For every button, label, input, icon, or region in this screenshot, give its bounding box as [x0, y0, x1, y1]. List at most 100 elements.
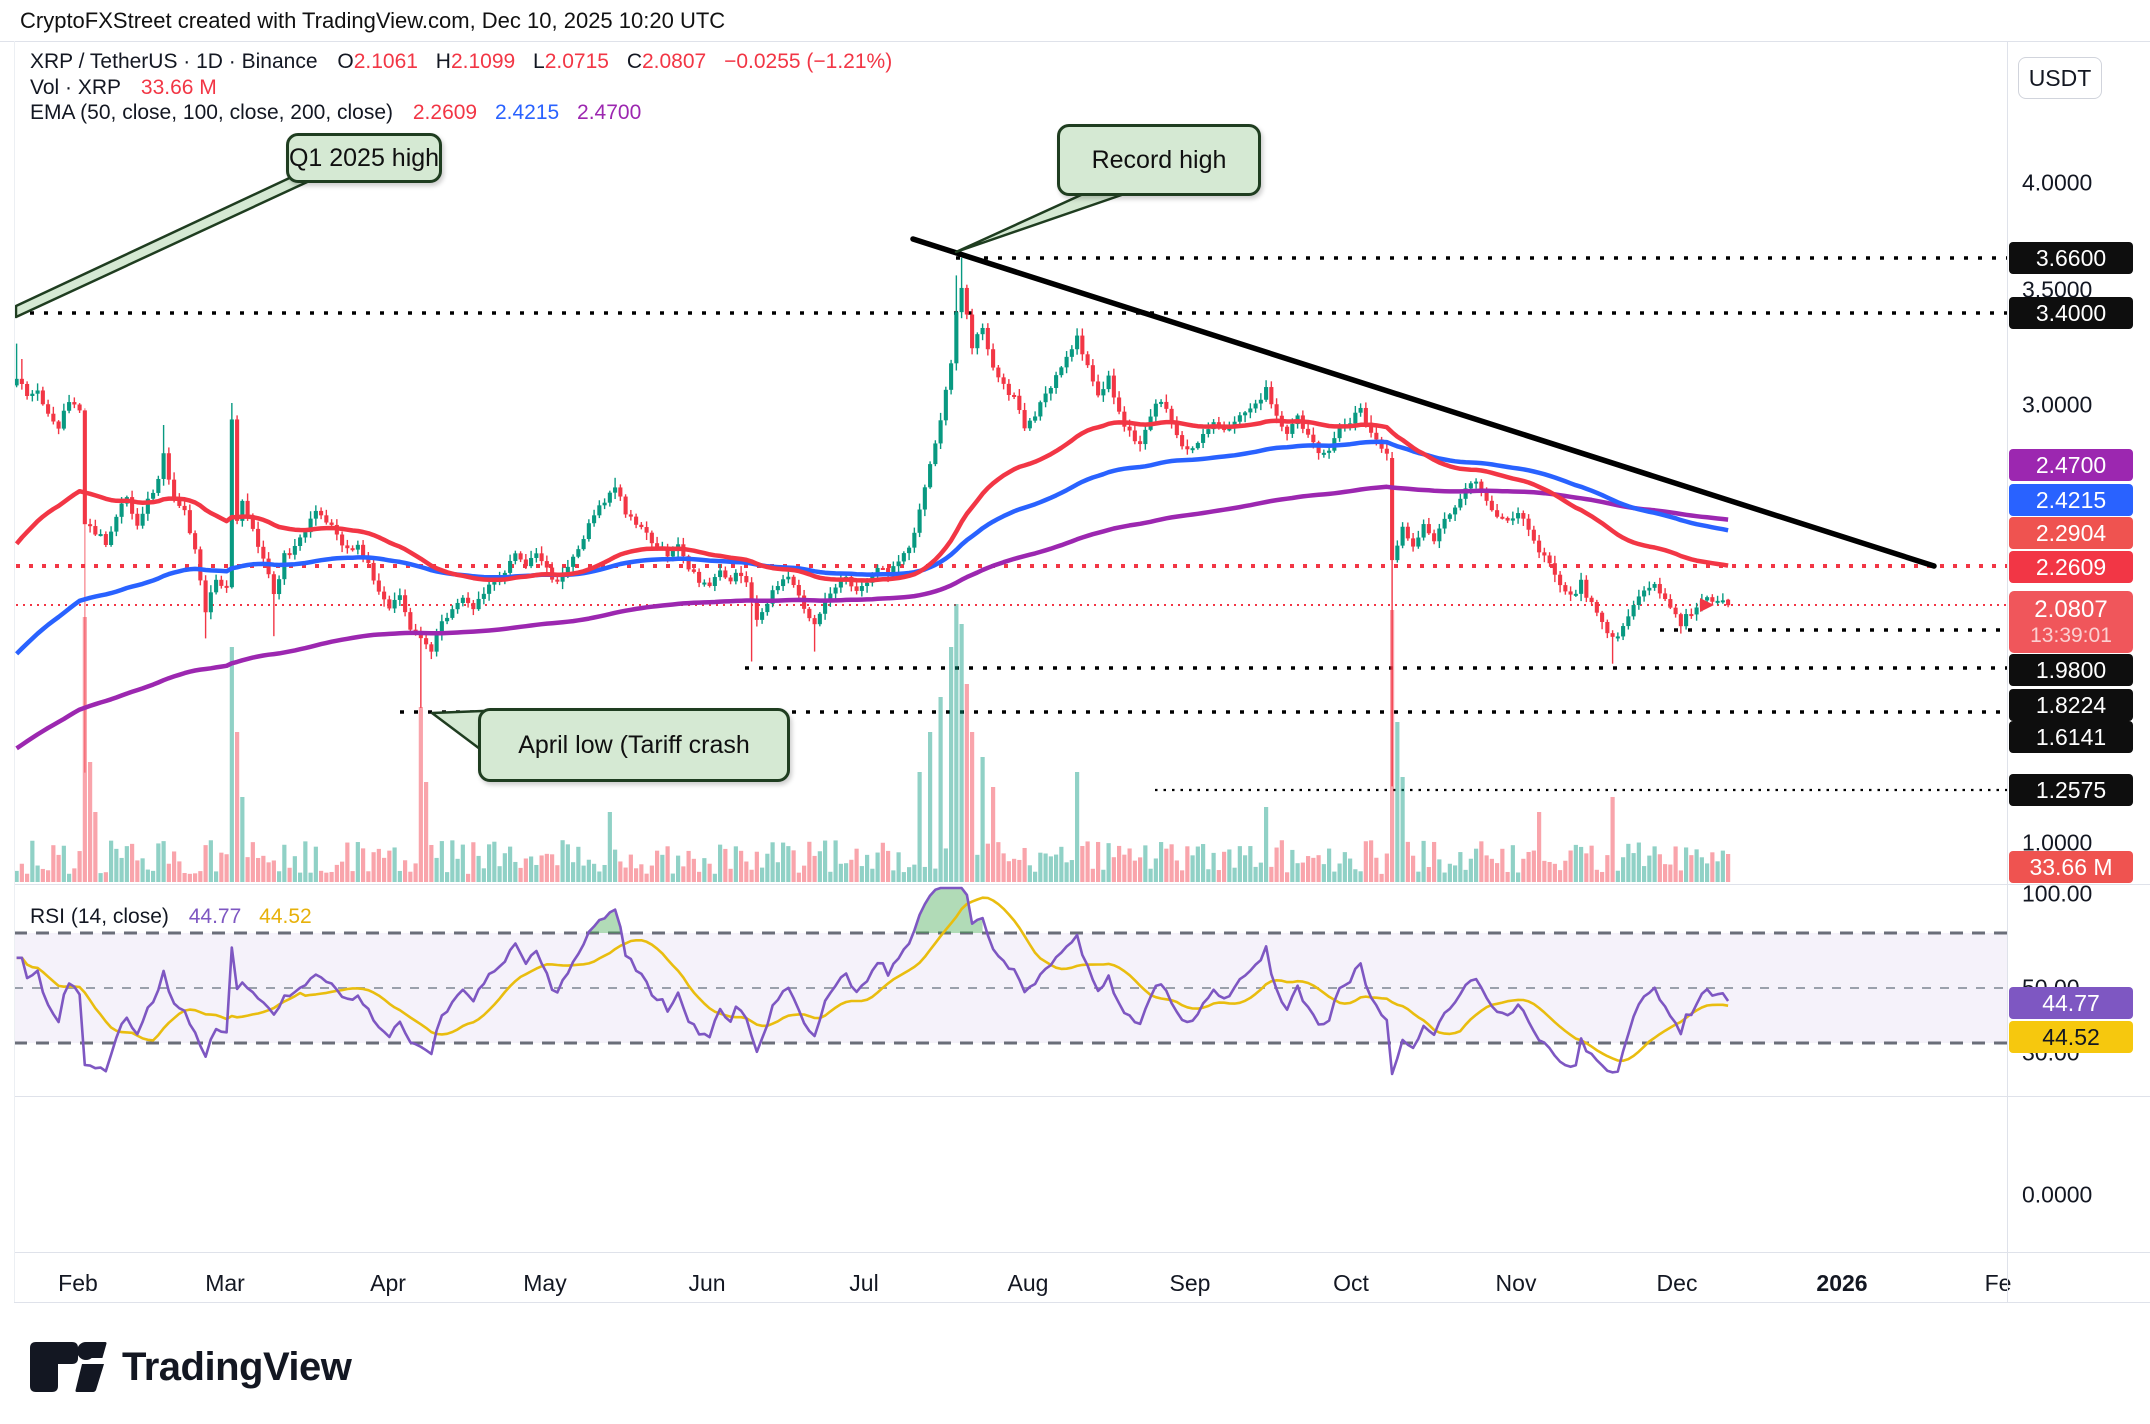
candle-body	[1516, 513, 1521, 519]
candle-body	[1416, 537, 1421, 547]
volume-bar	[1384, 853, 1389, 882]
tradingview-logo[interactable]: TradingView	[28, 1340, 352, 1394]
candle-body	[1657, 584, 1662, 594]
volume-bar	[529, 856, 534, 882]
volume-bar	[1363, 841, 1368, 882]
candle-body	[1395, 545, 1400, 561]
symbol-title: XRP / TetherUS · 1D · Binance	[30, 50, 318, 73]
candle-body	[1689, 614, 1694, 617]
volume-label: Vol · XRP	[30, 76, 122, 99]
candle-body	[130, 497, 135, 514]
volume-bar	[518, 867, 523, 882]
currency-toggle-button[interactable]: USDT	[2018, 57, 2102, 99]
candle-body	[1353, 412, 1358, 424]
volume-bar	[712, 873, 717, 882]
volume-bar	[250, 842, 255, 882]
candle-body	[261, 546, 266, 559]
volume-bar	[439, 841, 444, 882]
candle-body	[287, 553, 292, 556]
candle-body	[970, 314, 975, 349]
candle-body	[723, 570, 728, 578]
volume-bar	[775, 862, 780, 882]
axis-badge-2.2904: 2.2904	[2009, 517, 2133, 549]
volume-bar	[140, 858, 145, 882]
volume-bar	[287, 867, 292, 882]
candle-body	[1400, 526, 1405, 546]
descending-trendline[interactable]	[910, 236, 1937, 569]
candle-body	[534, 553, 539, 558]
volume-bar	[1132, 860, 1137, 882]
candle-body	[1421, 524, 1426, 538]
volume-bar	[77, 851, 82, 882]
candle-body	[1122, 411, 1127, 427]
candle-body	[40, 390, 45, 405]
candle-body	[539, 553, 544, 562]
candle-body	[1327, 450, 1332, 453]
volume-bar	[1300, 862, 1305, 882]
volume-bar	[35, 865, 40, 882]
candle-body	[1169, 408, 1174, 424]
chart-top-border	[0, 41, 2150, 42]
low-value: 2.0715	[544, 50, 609, 73]
candle-body	[1610, 633, 1615, 637]
volume-bar	[933, 868, 938, 882]
volume-bar	[1117, 845, 1122, 882]
candle-body	[1285, 426, 1290, 434]
volume-bar	[1054, 854, 1059, 882]
annotation-april-low: April low (Tariff crash	[478, 708, 790, 782]
volume-bar	[859, 866, 864, 882]
volume-bar	[938, 697, 943, 882]
volume-bar	[901, 872, 906, 882]
candle-body	[182, 505, 187, 511]
price-rsi-divider[interactable]	[14, 884, 2150, 885]
candle-body	[229, 419, 234, 588]
volume-bar	[1353, 869, 1358, 882]
candle-body	[1195, 442, 1200, 449]
volume-bar	[1122, 854, 1127, 882]
volume-bar	[917, 772, 922, 882]
candle-body	[1022, 410, 1027, 429]
candle-body	[1159, 401, 1164, 404]
axis-left-border[interactable]	[2007, 41, 2008, 1302]
volume-bar	[618, 861, 623, 882]
volume-bar	[1600, 871, 1605, 882]
volume-bar	[817, 851, 822, 882]
volume-bar	[592, 863, 597, 882]
candle-body	[1495, 510, 1500, 517]
candle-body	[1573, 593, 1578, 596]
rsi-line	[16, 886, 1730, 1076]
volume-bar	[555, 865, 560, 882]
candle-body	[875, 567, 880, 575]
volume-bar	[1568, 850, 1573, 882]
volume-bar	[445, 872, 450, 882]
rsi-overbought-fill	[588, 909, 621, 933]
high-label: H	[435, 50, 451, 73]
volume-bar	[1227, 849, 1232, 882]
volume-bar	[1321, 864, 1326, 882]
candle-body	[1642, 590, 1647, 597]
candle-body	[418, 633, 423, 639]
volume-bar	[245, 857, 250, 882]
volume-bar	[1379, 873, 1384, 882]
ema100-line	[15, 439, 1729, 656]
volume-bar	[786, 846, 791, 882]
candle-body	[1621, 626, 1626, 637]
volume-bar	[1342, 852, 1347, 882]
volume-bar	[392, 847, 397, 882]
candle-body	[817, 613, 822, 625]
volume-bar	[1405, 841, 1410, 882]
volume-bar	[1169, 844, 1174, 882]
volume-bar	[1521, 858, 1526, 882]
candle-body	[1411, 538, 1416, 547]
candle-body	[1012, 394, 1017, 397]
volume-bar	[266, 862, 271, 882]
candle-body	[644, 527, 649, 533]
candle-body	[1111, 375, 1116, 398]
rsi-subpane-divider[interactable]	[14, 1096, 2150, 1097]
volume-bar	[1510, 845, 1515, 882]
volume-bar	[1694, 849, 1699, 882]
candle-body	[1636, 596, 1641, 606]
volume-bar	[366, 871, 371, 882]
volume-bar	[67, 873, 72, 882]
